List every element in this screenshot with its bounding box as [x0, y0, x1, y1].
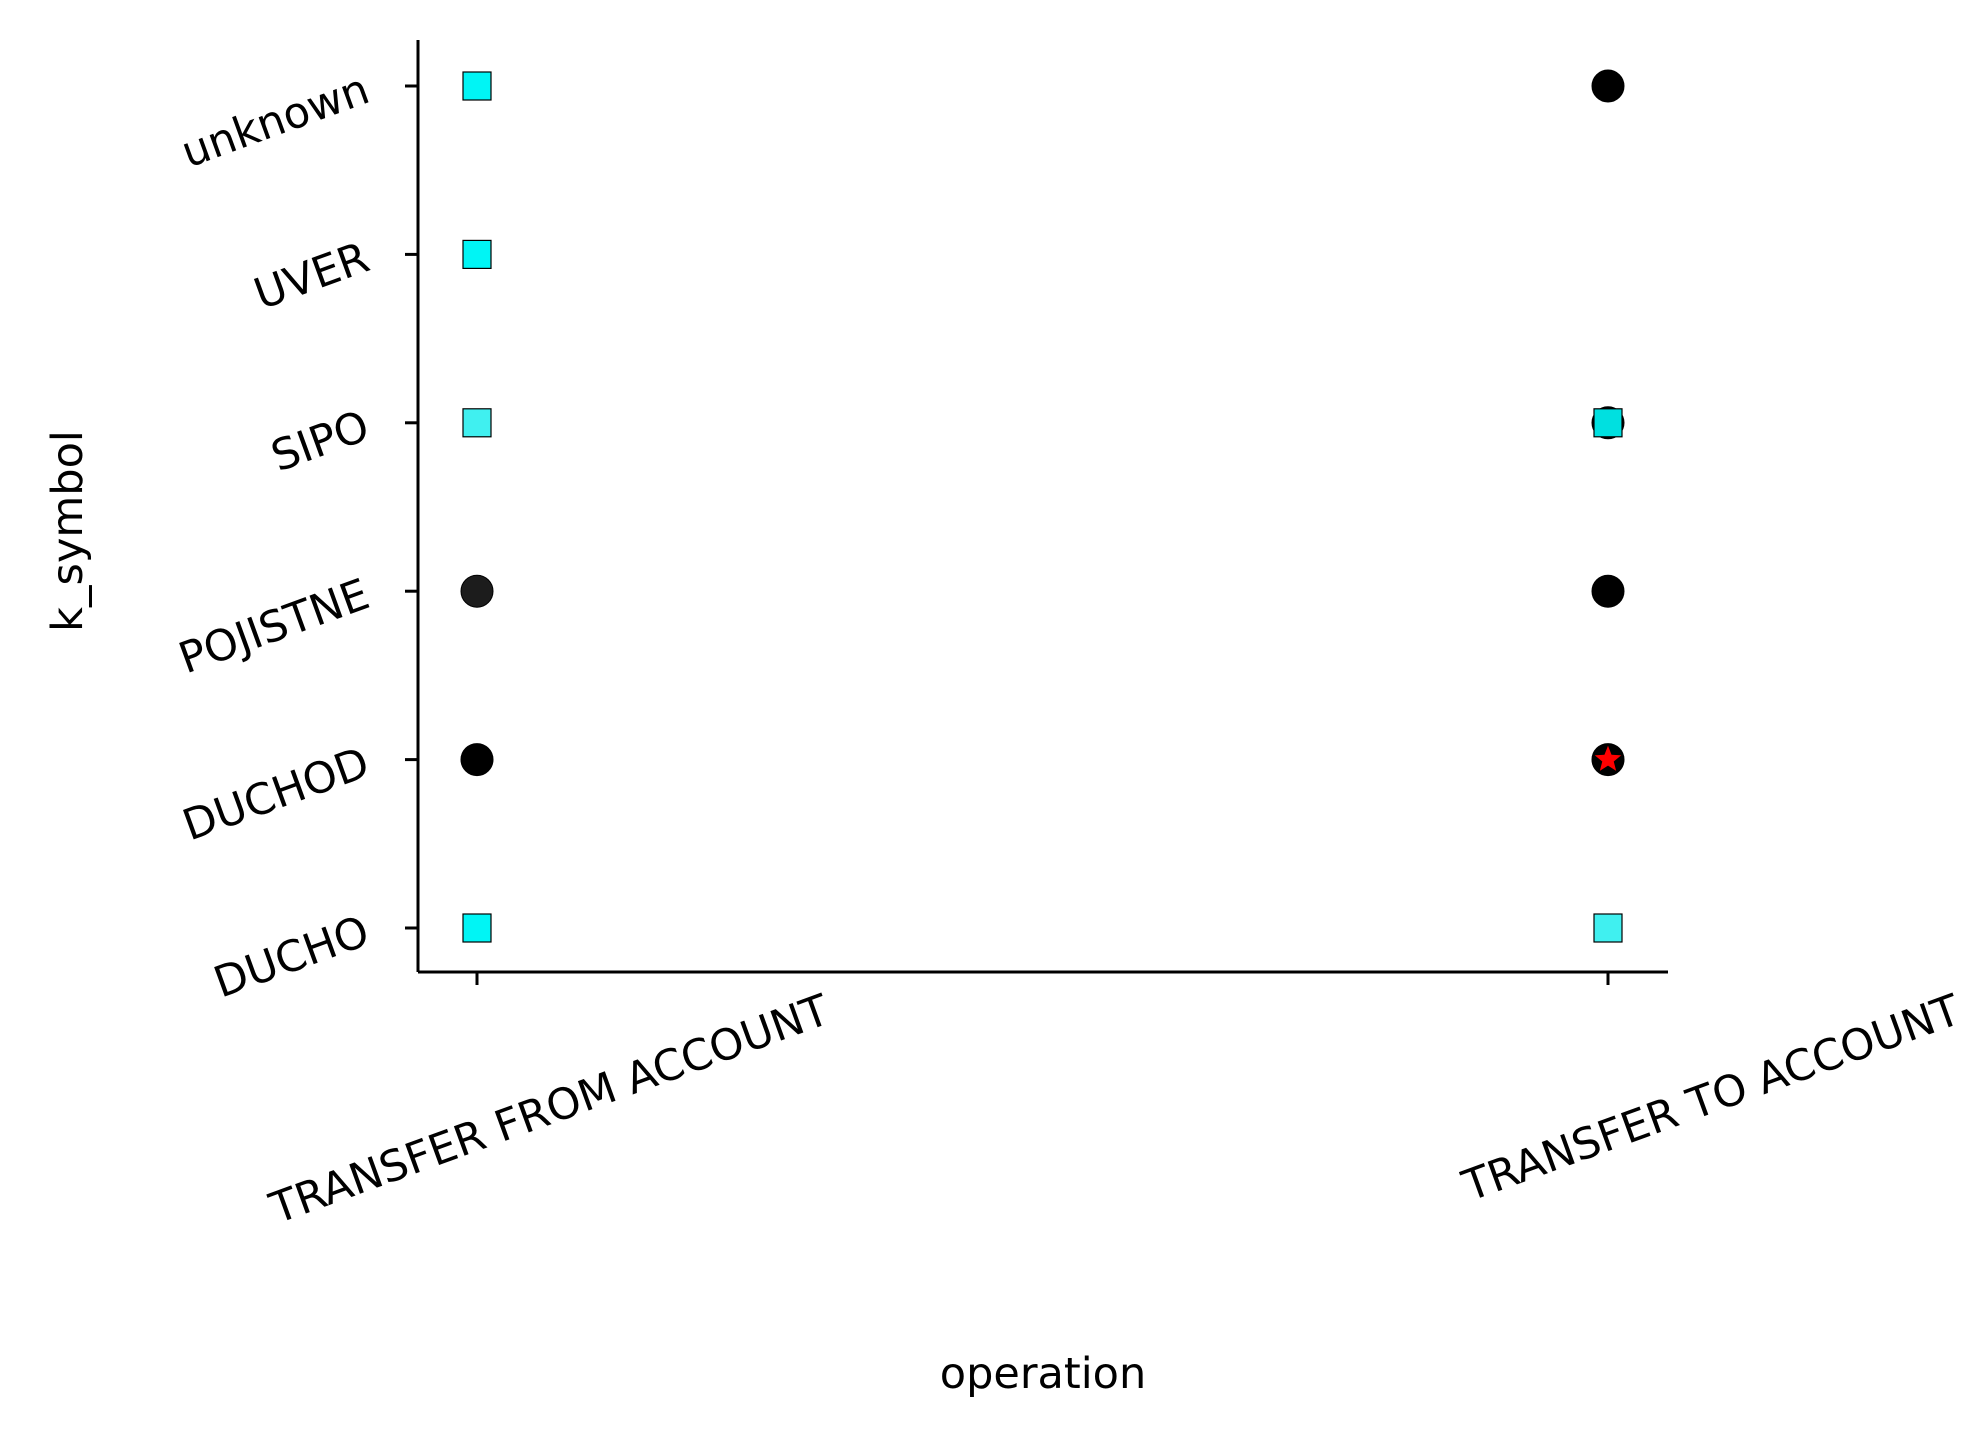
data-point-square: [462, 239, 492, 269]
y-tick-label: UVER: [248, 233, 376, 320]
data-point-square: [462, 408, 492, 438]
x-ticks: TRANSFER FROM ACCOUNT TRANSFER TO ACCOUNT: [263, 972, 1965, 1235]
data-point-circle: [1591, 574, 1625, 608]
data-point-square: [1593, 408, 1623, 438]
data-point-circle: [460, 574, 494, 608]
x-tick-label: TRANSFER FROM ACCOUNT: [263, 985, 837, 1235]
y-tick-label: DUCHOD: [176, 738, 375, 851]
y-ticks: DUCHO DUCHOD POJISTNE SIPO UVER unknown: [173, 64, 418, 1008]
data-points: [460, 69, 1625, 943]
data-point-star: [1592, 743, 1624, 773]
y-tick-label: DUCHO: [208, 906, 376, 1008]
y-axis-label: k_symbol: [43, 430, 93, 632]
y-tick-label: unknown: [175, 64, 376, 178]
data-point-square: [1593, 913, 1623, 943]
x-axis-label: operation: [940, 1349, 1146, 1399]
x-tick-label: TRANSFER TO ACCOUNT: [1455, 985, 1965, 1212]
y-tick-label: SIPO: [265, 401, 376, 482]
data-point-circle: [1591, 69, 1625, 103]
data-point-square: [462, 71, 492, 101]
data-point-square: [462, 913, 492, 943]
y-tick-label: POJISTNE: [173, 570, 376, 685]
axes: [416, 40, 1668, 974]
data-point-circle: [460, 743, 494, 777]
